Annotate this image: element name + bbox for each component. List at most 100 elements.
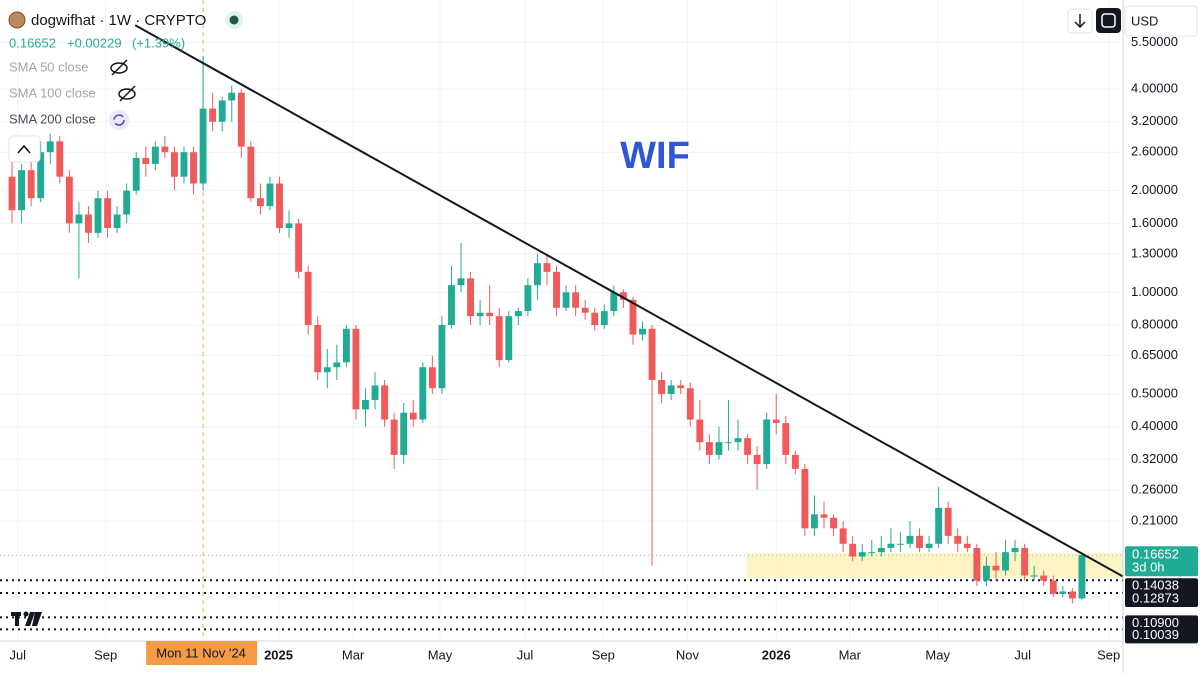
y-tick-label: 2.00000 [1131,182,1178,197]
candle-body [256,198,264,207]
hidden-icon[interactable] [110,59,128,76]
logo [11,611,42,626]
candle-body [811,514,818,529]
candle-body [56,141,64,177]
candle-body [801,468,809,529]
y-tick-label: 2.60000 [1131,144,1178,159]
download-button[interactable] [1067,8,1093,34]
candle-body [524,285,532,312]
candle-body [371,385,379,400]
y-tick-label: 0.21000 [1131,513,1178,528]
level-label-box [1125,627,1198,644]
level-label: 0.10039 [1132,627,1179,642]
candle-body [686,388,694,420]
candle-body [677,385,685,389]
candle-body [247,146,255,199]
x-tick-label: Sep [592,647,615,662]
level-label: 0.10900 [1132,615,1179,630]
symbol-icon [8,11,26,29]
loading-icon[interactable] [109,110,129,130]
candle-body [610,292,618,312]
x-tick-label: Jul [1014,647,1031,662]
candle-body [954,535,962,544]
level-label-box [1125,615,1198,632]
candle-body [304,271,312,326]
candle-body [409,412,417,420]
candle-body [514,311,522,317]
candle-body [963,543,971,548]
candle-body [562,292,570,308]
candle-body [734,438,742,443]
candle-body [199,108,207,184]
candle-body [648,328,656,380]
level-label: 0.12873 [1132,590,1179,605]
candle-body [705,442,713,455]
price-change: +0.00229 [67,35,122,50]
x-tick-label: Sep [94,647,117,662]
candle-body [381,385,389,420]
x-tick-label: Jul [9,647,26,662]
candle-body [266,183,274,207]
candle-body [37,152,45,199]
candle-body [342,328,350,363]
candle-body [85,214,92,233]
currency-select[interactable]: USD [1124,5,1198,37]
level-label: 0.14038 [1132,578,1179,593]
collapse-button[interactable] [8,135,41,163]
candle-body [629,299,637,335]
level-label-box [1125,590,1198,607]
y-tick-label: 1.60000 [1131,215,1178,230]
x-tick-label: Nov [676,647,700,662]
candle-body [190,152,197,184]
candle-body [935,507,943,544]
candle-body [75,214,83,224]
candle-body [868,552,876,554]
candle-body [992,565,1000,571]
candle-body [113,214,121,229]
candle-body [600,311,608,326]
price-label-box [1125,546,1198,577]
fullscreen-button[interactable] [1096,8,1121,33]
y-tick-label: 1.30000 [1131,245,1178,260]
candle-body [1040,575,1048,581]
y-tick-label: 1.00000 [1131,284,1178,299]
indicator-label: SMA 50 close [9,59,89,74]
candle-body [285,223,293,229]
candle-body [237,92,245,147]
candle-body [916,535,923,548]
x-tick-label: 2025 [264,647,293,662]
x-tick-label: Mar [839,647,862,662]
candle-body [887,543,895,548]
candle-body [820,514,828,518]
price-label: 0.16652 [1132,547,1179,562]
last-price: 0.16652 [9,35,56,50]
currency-label: USD [1131,13,1158,28]
x-tick-label: 2026 [762,647,791,662]
candle-body [486,312,494,317]
candle-body [772,419,780,424]
crosshair-label: Mon 11 Nov '24 [156,645,246,660]
candle-body [1030,575,1038,577]
candle-body [782,423,790,455]
candle-body [849,543,857,557]
candle-body [639,328,646,335]
crosshair-label-box [146,641,258,665]
candle-body [1011,547,1019,553]
candle-body [1021,547,1029,576]
candle-body [218,100,226,122]
candle-body [142,157,150,164]
candle-body [543,263,551,272]
candle-body [476,312,484,317]
status-dot [229,15,239,25]
support-zone [746,553,1123,578]
annotation-text: WIF [620,135,690,177]
candle-body [151,146,159,164]
candle-body [457,278,465,286]
candle-body [744,438,752,455]
candle-body [667,385,675,394]
y-tick-label: 0.50000 [1131,385,1178,400]
candle-body [725,442,732,444]
hidden-icon[interactable] [118,85,136,102]
candle-body [428,367,436,389]
